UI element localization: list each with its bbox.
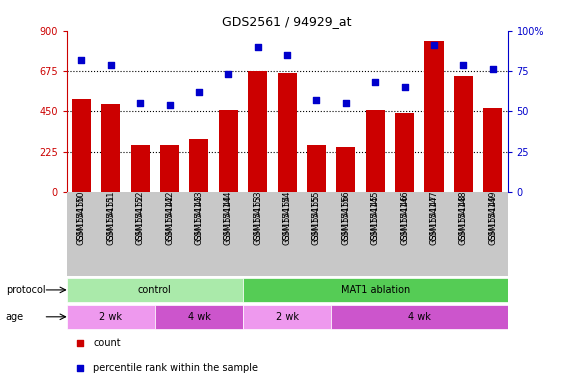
Bar <box>243 305 331 329</box>
Bar <box>243 278 508 302</box>
Text: GSM154154: GSM154154 <box>282 195 292 245</box>
Text: control: control <box>138 285 172 295</box>
Text: 4 wk: 4 wk <box>408 312 431 322</box>
Point <box>75 340 85 346</box>
Text: GSM154153: GSM154153 <box>253 195 262 245</box>
Text: count: count <box>93 338 121 348</box>
Text: GSM154143: GSM154143 <box>194 195 204 245</box>
Bar <box>190 139 208 192</box>
Point <box>429 42 438 48</box>
Bar <box>366 111 385 192</box>
Point <box>459 61 468 68</box>
Text: GSM154142: GSM154142 <box>165 195 174 245</box>
Bar <box>67 305 155 329</box>
Text: protocol: protocol <box>6 285 45 295</box>
Bar <box>454 76 473 192</box>
Point <box>106 61 115 68</box>
Bar <box>72 99 91 192</box>
Point <box>136 100 145 106</box>
Point <box>341 100 350 106</box>
Bar <box>425 41 444 192</box>
Text: 4 wk: 4 wk <box>187 312 211 322</box>
Point <box>194 89 204 95</box>
Bar <box>278 73 296 192</box>
Text: GSM154155: GSM154155 <box>312 195 321 245</box>
Point <box>75 365 85 371</box>
Text: 2 wk: 2 wk <box>276 312 299 322</box>
Bar <box>160 144 179 192</box>
Text: GSM154144: GSM154144 <box>224 195 233 245</box>
Text: GSM154145: GSM154145 <box>371 195 380 245</box>
Title: GDS2561 / 94929_at: GDS2561 / 94929_at <box>222 15 352 28</box>
Point <box>371 79 380 85</box>
Bar <box>67 278 243 302</box>
Bar <box>130 144 150 192</box>
Bar <box>483 108 502 192</box>
Text: 2 wk: 2 wk <box>99 312 122 322</box>
Point <box>312 97 321 103</box>
Point <box>253 44 262 50</box>
Bar <box>155 305 243 329</box>
Bar <box>102 104 120 192</box>
Text: age: age <box>6 312 24 322</box>
Text: GSM154146: GSM154146 <box>400 195 409 245</box>
Text: GSM154156: GSM154156 <box>342 195 350 245</box>
Point <box>400 84 409 90</box>
Point <box>77 57 86 63</box>
Bar <box>248 71 267 192</box>
Point <box>282 52 292 58</box>
Point <box>224 71 233 77</box>
Text: GSM154151: GSM154151 <box>106 195 115 245</box>
Bar <box>336 147 356 192</box>
Text: percentile rank within the sample: percentile rank within the sample <box>93 362 258 373</box>
Text: GSM154148: GSM154148 <box>459 195 468 245</box>
Point <box>488 66 498 73</box>
Bar <box>219 109 238 192</box>
Text: GSM154149: GSM154149 <box>488 195 497 245</box>
Text: GSM154152: GSM154152 <box>136 195 144 245</box>
Bar <box>395 113 414 192</box>
Text: GSM154150: GSM154150 <box>77 195 86 245</box>
Text: GSM154147: GSM154147 <box>430 195 438 245</box>
Point <box>165 102 174 108</box>
Bar <box>331 305 508 329</box>
Bar <box>307 144 326 192</box>
Text: MAT1 ablation: MAT1 ablation <box>340 285 410 295</box>
